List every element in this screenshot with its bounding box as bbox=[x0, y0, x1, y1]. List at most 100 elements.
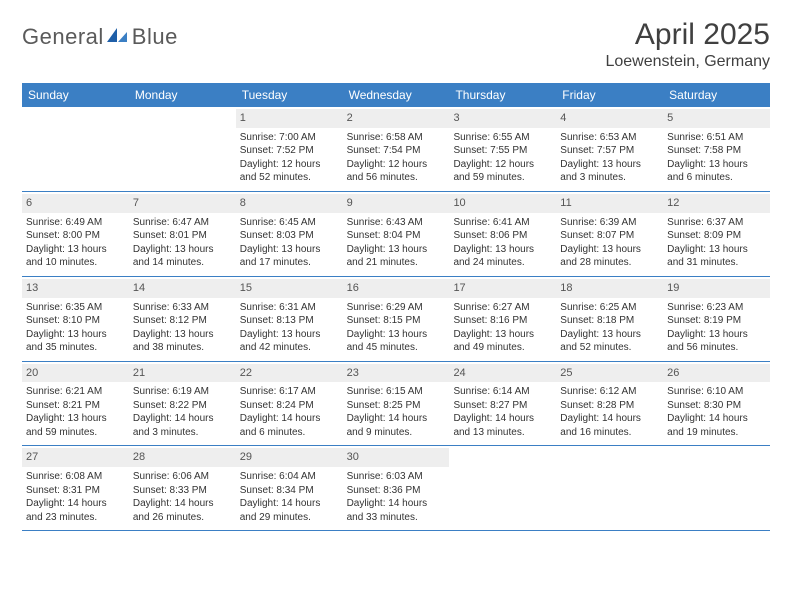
daylight-text: Daylight: 14 hours and 29 minutes. bbox=[240, 497, 339, 524]
day-number: 11 bbox=[556, 194, 663, 213]
location-subtitle: Loewenstein, Germany bbox=[605, 53, 770, 71]
day-number: 13 bbox=[22, 279, 129, 298]
daylight-text: Daylight: 13 hours and 31 minutes. bbox=[667, 243, 766, 270]
daylight-text: Daylight: 14 hours and 23 minutes. bbox=[26, 497, 125, 524]
daylight-text: Daylight: 14 hours and 19 minutes. bbox=[667, 412, 766, 439]
sunset-text: Sunset: 8:21 PM bbox=[26, 399, 125, 413]
calendar-day-cell: 8 Sunrise: 6:45 AMSunset: 8:03 PMDaylight… bbox=[236, 192, 343, 276]
sunset-text: Sunset: 7:52 PM bbox=[240, 144, 339, 158]
calendar-week-row: 1Sunrise: 7:00 AMSunset: 7:52 PMDaylight… bbox=[22, 107, 770, 192]
calendar-day-cell: 21Sunrise: 6:19 AMSunset: 8:22 PMDayligh… bbox=[129, 362, 236, 446]
sunset-text: Sunset: 8:24 PM bbox=[240, 399, 339, 413]
daylight-text: Daylight: 13 hours and 42 minutes. bbox=[240, 328, 339, 355]
sunrise-text: Sunrise: 6:37 AM bbox=[667, 216, 766, 230]
calendar-day-cell: 3Sunrise: 6:55 AMSunset: 7:55 PMDaylight… bbox=[449, 107, 556, 191]
sunrise-text: Sunrise: 6:17 AM bbox=[240, 385, 339, 399]
sunset-text: Sunset: 8:36 PM bbox=[347, 484, 446, 498]
calendar-day-cell: 5Sunrise: 6:51 AMSunset: 7:58 PMDaylight… bbox=[663, 107, 770, 191]
calendar-day-cell: 19Sunrise: 6:23 AMSunset: 8:19 PMDayligh… bbox=[663, 277, 770, 361]
calendar-day-cell: 28Sunrise: 6:06 AMSunset: 8:33 PMDayligh… bbox=[129, 446, 236, 530]
calendar-day-cell: 29Sunrise: 6:04 AMSunset: 8:34 PMDayligh… bbox=[236, 446, 343, 530]
daylight-text: Daylight: 13 hours and 24 minutes. bbox=[453, 243, 552, 270]
sunrise-text: Sunrise: 6:15 AM bbox=[347, 385, 446, 399]
daylight-text: Daylight: 12 hours and 52 minutes. bbox=[240, 158, 339, 185]
daylight-text: Daylight: 14 hours and 26 minutes. bbox=[133, 497, 232, 524]
daylight-text: Daylight: 12 hours and 56 minutes. bbox=[347, 158, 446, 185]
weekday-header: Saturday bbox=[663, 83, 770, 107]
day-number: 24 bbox=[449, 364, 556, 383]
sunset-text: Sunset: 8:03 PM bbox=[240, 229, 339, 243]
day-number: 16 bbox=[343, 279, 450, 298]
day-number: 17 bbox=[449, 279, 556, 298]
daylight-text: Daylight: 14 hours and 3 minutes. bbox=[133, 412, 232, 439]
weekday-header: Sunday bbox=[22, 83, 129, 107]
sunrise-text: Sunrise: 7:00 AM bbox=[240, 131, 339, 145]
day-number: 14 bbox=[129, 279, 236, 298]
daylight-text: Daylight: 14 hours and 9 minutes. bbox=[347, 412, 446, 439]
day-number: 8 bbox=[236, 194, 343, 213]
sunrise-text: Sunrise: 6:51 AM bbox=[667, 131, 766, 145]
sunrise-text: Sunrise: 6:31 AM bbox=[240, 301, 339, 315]
sunset-text: Sunset: 8:13 PM bbox=[240, 314, 339, 328]
daylight-text: Daylight: 13 hours and 45 minutes. bbox=[347, 328, 446, 355]
daylight-text: Daylight: 13 hours and 38 minutes. bbox=[133, 328, 232, 355]
title-block: April 2025 Loewenstein, Germany bbox=[605, 18, 770, 71]
calendar-day-cell: 11Sunrise: 6:39 AMSunset: 8:07 PMDayligh… bbox=[556, 192, 663, 276]
sunset-text: Sunset: 8:34 PM bbox=[240, 484, 339, 498]
sunset-text: Sunset: 8:12 PM bbox=[133, 314, 232, 328]
calendar-day-cell: 13Sunrise: 6:35 AMSunset: 8:10 PMDayligh… bbox=[22, 277, 129, 361]
page-title: April 2025 bbox=[605, 18, 770, 51]
calendar-day-cell: 14 Sunrise: 6:33 AMSunset: 8:12 PMDayligh… bbox=[129, 277, 236, 361]
day-number: 27 bbox=[22, 448, 129, 467]
calendar-day-cell: 7Sunrise: 6:47 AMSunset: 8:01 PMDaylight… bbox=[129, 192, 236, 276]
sunrise-text: Sunrise: 6:45 AM bbox=[240, 216, 339, 230]
calendar-day-cell: 20Sunrise: 6:21 AMSunset: 8:21 PMDayligh… bbox=[22, 362, 129, 446]
calendar-day-cell: 27Sunrise: 6:08 AMSunset: 8:31 PMDayligh… bbox=[22, 446, 129, 530]
calendar-day-cell: 15Sunrise: 6:31 AMSunset: 8:13 PMDayligh… bbox=[236, 277, 343, 361]
sunrise-text: Sunrise: 6:25 AM bbox=[560, 301, 659, 315]
sunrise-text: Sunrise: 6:21 AM bbox=[26, 385, 125, 399]
calendar-day-cell: 10Sunrise: 6:41 AMSunset: 8:06 PMDayligh… bbox=[449, 192, 556, 276]
sunset-text: Sunset: 8:09 PM bbox=[667, 229, 766, 243]
sunrise-text: Sunrise: 6:27 AM bbox=[453, 301, 552, 315]
sunrise-text: Sunrise: 6:55 AM bbox=[453, 131, 552, 145]
daylight-text: Daylight: 13 hours and 17 minutes. bbox=[240, 243, 339, 270]
calendar-day-cell: 26Sunrise: 6:10 AMSunset: 8:30 PMDayligh… bbox=[663, 362, 770, 446]
sunset-text: Sunset: 8:30 PM bbox=[667, 399, 766, 413]
sunset-text: Sunset: 8:07 PM bbox=[560, 229, 659, 243]
day-number: 29 bbox=[236, 448, 343, 467]
daylight-text: Daylight: 13 hours and 3 minutes. bbox=[560, 158, 659, 185]
sunset-text: Sunset: 8:28 PM bbox=[560, 399, 659, 413]
sunrise-text: Sunrise: 6:33 AM bbox=[133, 301, 232, 315]
sunrise-text: Sunrise: 6:58 AM bbox=[347, 131, 446, 145]
calendar-day-cell: 1Sunrise: 7:00 AMSunset: 7:52 PMDaylight… bbox=[236, 107, 343, 191]
sunrise-text: Sunrise: 6:35 AM bbox=[26, 301, 125, 315]
daylight-text: Daylight: 13 hours and 52 minutes. bbox=[560, 328, 659, 355]
calendar-week-row: 20 Sunrise: 6:21 AMSunset: 8:21 PM Dayligh… bbox=[22, 362, 770, 447]
sunrise-text: Sunrise: 6:41 AM bbox=[453, 216, 552, 230]
weekday-header: Friday bbox=[556, 83, 663, 107]
sunrise-text: Sunrise: 6:39 AM bbox=[560, 216, 659, 230]
calendar-day-cell: 17Sunrise: 6:27 AMSunset: 8:16 PMDayligh… bbox=[449, 277, 556, 361]
sunrise-text: Sunrise: 6:12 AM bbox=[560, 385, 659, 399]
sunset-text: Sunset: 7:58 PM bbox=[667, 144, 766, 158]
day-number: 3 bbox=[449, 109, 556, 128]
sunset-text: Sunset: 8:06 PM bbox=[453, 229, 552, 243]
calendar-day-cell: 18Sunrise: 6:25 AMSunset: 8:18 PMDayligh… bbox=[556, 277, 663, 361]
sunset-text: Sunset: 7:54 PM bbox=[347, 144, 446, 158]
calendar-day-cell bbox=[129, 107, 236, 191]
sunset-text: Sunset: 7:57 PM bbox=[560, 144, 659, 158]
day-number: 9 bbox=[343, 194, 450, 213]
calendar-day-cell: 2Sunrise: 6:58 AMSunset: 7:54 PMDaylight… bbox=[343, 107, 450, 191]
weekday-header: Tuesday bbox=[236, 83, 343, 107]
day-number: 20 bbox=[22, 364, 129, 383]
sunset-text: Sunset: 8:10 PM bbox=[26, 314, 125, 328]
weekday-header: Wednesday bbox=[343, 83, 450, 107]
day-number: 4 bbox=[556, 109, 663, 128]
calendar-day-cell: 30Sunrise: 6:03 AMSunset: 8:36 PMDayligh… bbox=[343, 446, 450, 530]
sunset-text: Sunset: 8:00 PM bbox=[26, 229, 125, 243]
calendar-day-cell: 12Sunrise: 6:37 AMSunset: 8:09 PMDayligh… bbox=[663, 192, 770, 276]
sunset-text: Sunset: 8:25 PM bbox=[347, 399, 446, 413]
daylight-text: Daylight: 13 hours and 6 minutes. bbox=[667, 158, 766, 185]
sunset-text: Sunset: 8:04 PM bbox=[347, 229, 446, 243]
